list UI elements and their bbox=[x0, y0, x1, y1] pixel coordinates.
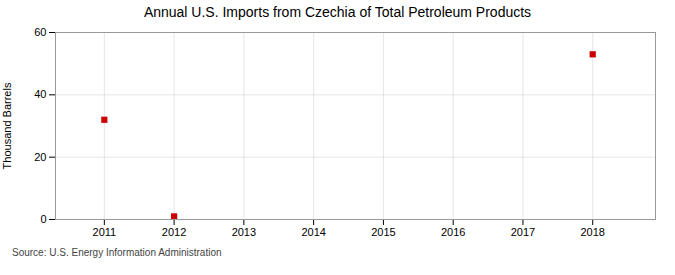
svg-text:2018: 2018 bbox=[580, 226, 604, 238]
html-text:Annual U.S. Imports from Czech: Annual U.S. Imports from Czechia of Tota… bbox=[143, 4, 532, 20]
svg-text:2013: 2013 bbox=[232, 226, 256, 238]
svg-text:2015: 2015 bbox=[371, 226, 395, 238]
svg-text:2011: 2011 bbox=[93, 226, 117, 238]
svg-text:2016: 2016 bbox=[441, 226, 465, 238]
svg-text:60: 60 bbox=[34, 26, 46, 38]
svg-text:2012: 2012 bbox=[162, 226, 186, 238]
svg-text:20: 20 bbox=[34, 151, 46, 163]
html-text:Source: U.S. Energy Informatio: Source: U.S. Energy Information Administ… bbox=[12, 247, 222, 258]
svg-text:2017: 2017 bbox=[511, 226, 535, 238]
svg-text:0: 0 bbox=[40, 213, 46, 225]
svg-text:40: 40 bbox=[34, 88, 46, 100]
svg-text:Thousand Barrels: Thousand Barrels bbox=[1, 82, 13, 169]
svg-text:2014: 2014 bbox=[301, 226, 325, 238]
